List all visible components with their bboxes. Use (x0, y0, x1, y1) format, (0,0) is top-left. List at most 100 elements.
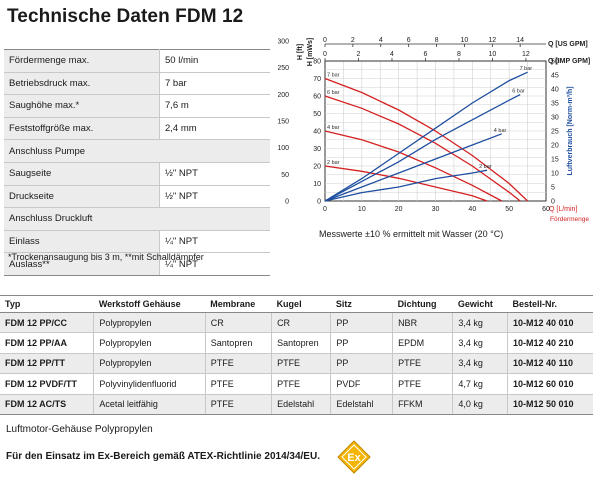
housing-note: Luftmotor-Gehäuse Polypropylen (6, 424, 153, 435)
y-tick-label-air: 10 (551, 171, 559, 178)
table-cell: 10-M12 60 010 (506, 373, 593, 395)
spec-value: ¼" NPT (159, 230, 270, 254)
spec-value: 50 l/min (159, 49, 270, 73)
x-tick-label: 10 (358, 206, 366, 213)
footnote: *Trockenansaugung bis 3 m, **mit Schalld… (8, 252, 204, 262)
table-cell: PTFE (392, 353, 453, 375)
spec-label: Einlass (4, 230, 160, 254)
column-header: Sitz (330, 295, 393, 313)
spec-label: Feststoffgröße max. (4, 117, 160, 141)
y-tick-label-mws: 0 (317, 199, 321, 206)
table-cell: Polypropylen (93, 353, 206, 375)
y-axis-label-mws: H [mWs] (307, 38, 314, 66)
top-tick-label-us: 8 (435, 37, 439, 44)
top-tick-label-us: 0 (323, 37, 327, 44)
air-curve (324, 94, 521, 202)
air-curve-label: 6 bar (512, 89, 525, 95)
x-tick-label: 40 (468, 206, 476, 213)
y-tick-label-ft: 250 (278, 65, 289, 72)
table-cell: 10-M12 40 110 (506, 353, 593, 375)
table-cell: PTFE (271, 353, 331, 375)
column-header: Bestell-Nr. (507, 295, 593, 313)
table-cell: FDM 12 PP/CC (0, 312, 94, 334)
table-cell: PTFE (204, 394, 272, 415)
table-cell: Edelstahl (330, 394, 393, 415)
air-curve (324, 71, 528, 202)
spec-section-label: Anschluss Pumpe (4, 139, 270, 163)
table-cell: CR (204, 312, 272, 334)
top-tick-label-us: 2 (351, 37, 355, 44)
spec-value: 2,4 mm (159, 117, 270, 141)
spec-row: Druckseite ½" NPT (4, 185, 270, 209)
y-tick-label-air: 0 (551, 199, 555, 206)
air-curve-label: 4 bar (494, 128, 507, 134)
table-cell: Polypropylen (93, 332, 206, 354)
table-cell: PTFE (204, 353, 272, 375)
y-tick-label-mws: 80 (313, 59, 321, 66)
x-axis-label: Q [L/min] (549, 206, 577, 213)
air-curve (324, 133, 503, 202)
table-cell: NBR (392, 312, 453, 334)
y-tick-label-air: 30 (551, 115, 559, 122)
y-axis-label-ft: H [ft] (297, 44, 304, 60)
y-tick-label-mws: 60 (313, 94, 321, 101)
y-tick-label-air: 45 (551, 73, 559, 80)
spec-label: Auslass** (4, 252, 160, 276)
table-cell: Santopren (271, 332, 331, 354)
table-cell: CR (271, 312, 331, 334)
table-cell: PTFE (204, 373, 272, 395)
air-curve-label: 7 bar (520, 66, 533, 72)
table-cell: FDM 12 PP/TT (0, 353, 94, 375)
top-tick-label-imp: 8 (457, 51, 461, 58)
x-tick-label: 30 (432, 206, 440, 213)
table-row: FDM 12 PVDF/TT Polyvinylidenfluorid PTFE PT… (0, 373, 593, 395)
x-tick-label: 60 (542, 206, 550, 213)
head-curve-label: 2 bar (327, 160, 340, 166)
spec-row: Einlass ¼" NPT (4, 230, 270, 254)
table-row: FDM 12 PP/CC Polypropylen CR CR PP NBR 3,4 kg 1… (0, 312, 593, 334)
y-tick-label-mws: 50 (313, 111, 321, 118)
page-title: Technische Daten FDM 12 (7, 6, 244, 27)
column-header: Dichtung (392, 295, 453, 313)
spec-label: Betriebsdruck max. (4, 72, 160, 96)
table-cell: FFKM (392, 394, 453, 415)
head-curve-label: 7 bar (327, 73, 340, 79)
x-tick-label: 0 (323, 206, 327, 213)
table-cell: 10-M12 40 010 (506, 312, 593, 334)
column-header: Werkstoff Gehäuse (93, 295, 206, 313)
ex-logo-text: Ex (347, 452, 361, 464)
y-tick-label-ft: 50 (281, 172, 289, 179)
y-tick-label-ft: 300 (278, 38, 289, 45)
head-curve-label: 4 bar (327, 125, 340, 131)
spec-row: Anschluss Druckluft (4, 207, 270, 231)
table-cell: 3,4 kg (452, 353, 508, 375)
table-cell: 4,0 kg (452, 394, 508, 415)
product-table: Typ Werkstoff Gehäuse Membrane Kugel Sitz Dic… (0, 295, 593, 415)
spec-row: Fördermenge max. 50 l/min (4, 49, 270, 73)
top-axis-label-imp: Q [IMP GPM] (548, 58, 590, 65)
spec-value: ½" NPT (159, 185, 270, 209)
column-header: Kugel (271, 295, 331, 313)
table-cell: FDM 12 AC/TS (0, 394, 94, 415)
x-axis-sublabel: Fördermenge (550, 216, 589, 223)
table-cell: Santopren (204, 332, 272, 354)
y-tick-label-air: 15 (551, 157, 559, 164)
y-tick-label-mws: 30 (313, 146, 321, 153)
y-tick-label-ft: 0 (285, 199, 289, 206)
y-tick-label-mws: 40 (313, 129, 321, 136)
x-tick-label: 20 (395, 206, 403, 213)
y-tick-label-air: 35 (551, 101, 559, 108)
table-cell: 10-M12 50 010 (506, 394, 593, 415)
spec-label: Saughöhe max.* (4, 94, 160, 118)
top-tick-label-us: 6 (407, 37, 411, 44)
y-tick-label-ft: 150 (278, 118, 289, 125)
y-tick-label-air: 25 (551, 129, 559, 136)
table-cell: 3,4 kg (452, 312, 508, 334)
y-tick-label-air: 40 (551, 87, 559, 94)
spec-value: ¼" NPT (159, 252, 270, 276)
table-cell: 4,7 kg (452, 373, 508, 395)
spec-row: Feststoffgröße max. 2,4 mm (4, 117, 270, 141)
spec-value: 7 bar (159, 72, 270, 96)
table-cell: EPDM (392, 332, 453, 354)
table-cell: 3,4 kg (452, 332, 508, 354)
